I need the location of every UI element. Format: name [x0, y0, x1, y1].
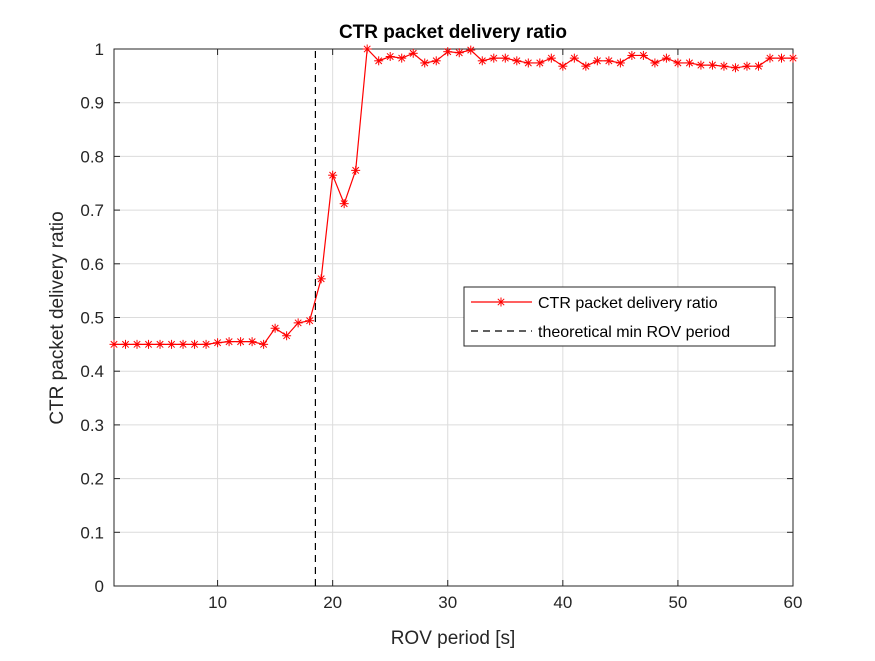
data-point — [719, 61, 729, 71]
data-point — [431, 56, 441, 66]
data-point — [351, 165, 361, 175]
data-point — [236, 337, 246, 347]
data-point — [627, 50, 637, 60]
data-point — [213, 338, 223, 348]
data-point — [270, 323, 280, 333]
data-point — [546, 53, 556, 63]
data-point — [730, 63, 740, 73]
data-point — [155, 339, 165, 349]
y-tick-label: 0.6 — [80, 255, 104, 274]
data-point — [328, 170, 338, 180]
data-point — [523, 58, 533, 68]
data-point — [615, 58, 625, 68]
data-point — [454, 48, 464, 58]
legend: CTR packet delivery ratio theoretical mi… — [463, 286, 776, 347]
y-tick-label: 1 — [95, 40, 104, 59]
data-point — [282, 331, 292, 341]
data-point — [420, 58, 430, 68]
y-axis-label: CTR packet delivery ratio — [47, 211, 68, 424]
legend-marker-asterisk — [496, 297, 506, 307]
data-point — [144, 339, 154, 349]
data-point — [742, 61, 752, 71]
data-point — [788, 53, 798, 63]
y-tick-label: 0.8 — [80, 147, 104, 166]
data-point — [224, 337, 234, 347]
data-point — [776, 53, 786, 63]
y-tick-label: 0.7 — [80, 201, 104, 220]
data-point — [477, 56, 487, 66]
legend-swatch-ctr-marker — [496, 297, 506, 307]
y-tick-label: 0 — [95, 577, 104, 596]
y-tick-label: 0.9 — [80, 94, 104, 113]
data-point — [569, 53, 579, 63]
x-axis-label: ROV period [s] — [391, 628, 516, 649]
x-tick-label: 40 — [553, 593, 572, 612]
data-point — [673, 58, 683, 68]
chart-title: CTR packet delivery ratio — [339, 22, 567, 43]
legend-box — [463, 286, 776, 347]
data-point — [397, 53, 407, 63]
data-point — [121, 339, 131, 349]
series-group — [109, 44, 798, 586]
y-tick-label: 0.2 — [80, 470, 104, 489]
data-point — [535, 58, 545, 68]
data-point — [259, 339, 269, 349]
data-point — [753, 61, 763, 71]
data-point — [592, 56, 602, 66]
data-point — [581, 61, 591, 71]
x-tick-label: 50 — [668, 593, 687, 612]
data-point — [466, 45, 476, 55]
data-point — [684, 58, 694, 68]
data-point — [132, 339, 142, 349]
data-point — [247, 337, 257, 347]
x-tick-label: 30 — [438, 593, 457, 612]
data-point — [707, 60, 717, 70]
legend-label-ctr: CTR packet delivery ratio — [538, 295, 718, 312]
data-point — [765, 53, 775, 63]
data-point — [293, 318, 303, 328]
data-point — [374, 56, 384, 66]
data-point — [305, 316, 315, 326]
data-point — [316, 274, 326, 284]
x-tick-label: 60 — [784, 593, 803, 612]
data-point — [443, 47, 453, 57]
data-point — [339, 199, 349, 209]
data-point — [109, 339, 119, 349]
data-point — [500, 53, 510, 63]
grid — [114, 48, 794, 587]
data-point — [638, 50, 648, 60]
data-point — [385, 52, 395, 62]
data-point — [408, 48, 418, 58]
data-point — [167, 339, 177, 349]
x-tick-label: 20 — [323, 593, 342, 612]
data-point — [558, 61, 568, 71]
data-point — [190, 339, 200, 349]
data-point — [604, 56, 614, 66]
y-tick-label: 0.3 — [80, 416, 104, 435]
data-point — [489, 53, 499, 63]
data-point — [201, 339, 211, 349]
x-tick-label: 10 — [208, 593, 227, 612]
data-point — [362, 44, 372, 54]
axis-ticks: 10 20 30 40 50 60 0 0.1 0.2 0.3 0.4 0.5 0.6 0.7 0.8 0.9… — [80, 40, 802, 612]
data-point — [512, 56, 522, 66]
data-point — [696, 60, 706, 70]
data-point — [650, 58, 660, 68]
data-point — [178, 339, 188, 349]
data-point — [661, 53, 671, 63]
y-tick-label: 0.4 — [80, 362, 104, 381]
legend-label-theoretical: theoretical min ROV period — [538, 324, 730, 341]
y-tick-label: 0.5 — [80, 309, 104, 328]
y-tick-label: 0.1 — [80, 523, 104, 542]
